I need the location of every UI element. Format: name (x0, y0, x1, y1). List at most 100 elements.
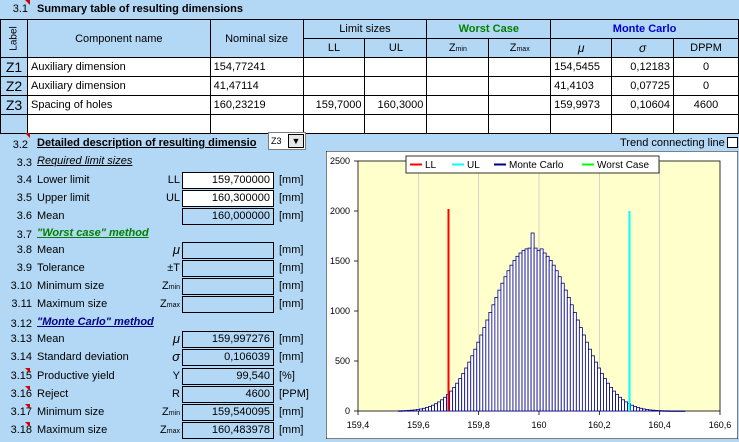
dppm-header: DPPM (673, 38, 739, 58)
yield-value: 99,540 (182, 368, 274, 385)
limit-sizes-header: Limit sizes (302, 19, 428, 39)
ll-cell[interactable] (302, 76, 366, 96)
histogram-bar (449, 390, 454, 412)
wc-mean-value (182, 242, 274, 259)
zmax-cell[interactable] (488, 76, 552, 96)
comment-marker-icon (25, 0, 30, 5)
histogram-bar (569, 304, 574, 412)
histogram-bar (509, 264, 514, 412)
zmin-cell[interactable] (426, 76, 490, 96)
zmin-cell[interactable] (426, 95, 490, 115)
histogram-bar (609, 386, 613, 412)
monte-carlo-header: Monte Carlo (550, 19, 739, 39)
histogram-bar (515, 255, 520, 412)
chevron-down-icon[interactable]: ▼ (288, 134, 304, 148)
sigma-cell[interactable]: 0,10604 (611, 95, 675, 115)
legend-label: Monte Carlo (509, 160, 564, 171)
sigma-cell[interactable]: 0,12183 (611, 57, 675, 77)
histogram-bar (410, 409, 414, 412)
histogram-bar (464, 367, 469, 412)
detail-row-lower-limit: 3.4 Lower limit LL 159,700000 [mm] (0, 172, 320, 190)
dimension-select[interactable]: Z3 ▼ (268, 132, 306, 150)
mu-cell[interactable]: 154,5455 (550, 57, 613, 77)
histogram-bar (470, 355, 475, 412)
component-name-cell[interactable]: Spacing of holes (26, 95, 211, 115)
histogram-bar (575, 319, 580, 412)
histogram-bar (639, 407, 644, 412)
x-tick-label: 159,4 (347, 420, 370, 430)
histogram-bar (554, 270, 559, 412)
histogram-bar (536, 250, 541, 412)
component-header: Component name (26, 19, 211, 58)
zmax-cell[interactable] (488, 95, 552, 115)
detail-title: Detailed description of resulting dimens… (37, 137, 257, 149)
legend-label: Worst Case (597, 160, 649, 171)
ul-cell[interactable] (364, 57, 428, 77)
histogram-bar (479, 334, 484, 412)
histogram-bar (422, 407, 426, 412)
monte-carlo-heading: "Monte Carlo" method (37, 316, 154, 328)
summary-header: 3.1 Summary table of resulting dimension… (0, 0, 739, 19)
histogram-bar (551, 264, 556, 412)
distribution-chart: 159,4 159,6 159,8 160 160,2 160,4 160,6 0 500 100… (326, 151, 738, 439)
component-name-cell[interactable]: Auxiliary dimension (26, 57, 211, 77)
x-tick-label: 159,8 (467, 420, 490, 430)
y-tick-label: 0 (345, 406, 350, 416)
histogram-bar (615, 393, 619, 412)
mean-value: 160,000000 (182, 208, 274, 225)
histogram-bar (497, 289, 502, 412)
ul-cell[interactable]: 160,3000 (364, 95, 428, 115)
histogram-bar (572, 311, 577, 412)
ul-cell[interactable] (364, 76, 428, 96)
histogram-bar (500, 282, 505, 412)
summary-table: Label Component name Nominal size Limit … (0, 19, 739, 134)
worst-case-header: Worst Case (426, 19, 552, 39)
dppm-cell[interactable]: 0 (673, 57, 739, 77)
histogram-bar (434, 403, 438, 412)
trend-line-checkbox[interactable] (727, 137, 738, 148)
upper-limit-input[interactable]: 160,300000 (182, 190, 274, 207)
comment-marker-icon (25, 368, 30, 373)
sigma-cell[interactable]: 0,07725 (611, 76, 675, 96)
zmin-cell[interactable] (426, 57, 490, 77)
zmax-cell[interactable] (488, 57, 552, 77)
tolerance-value (182, 260, 274, 277)
histogram-bar (669, 410, 674, 412)
histogram-bar (654, 409, 659, 412)
comment-marker-icon (25, 133, 30, 138)
histogram-bar (560, 282, 565, 412)
ll-cell[interactable]: 159,7000 (302, 95, 366, 115)
wc-max-value (182, 296, 274, 313)
nominal-cell[interactable]: 160,23219 (209, 95, 304, 115)
detail-row-wc-max: 3.11 Maximum size Zmax [mm] (0, 296, 320, 314)
row-label: Z3 (0, 95, 28, 115)
nominal-cell[interactable]: 154,77241 (209, 57, 304, 77)
ll-cell[interactable] (302, 57, 366, 77)
histogram-bar (657, 410, 662, 412)
histogram-bar (482, 327, 487, 412)
nominal-cell[interactable]: 41,47114 (209, 76, 304, 96)
mu-cell[interactable]: 41,4103 (550, 76, 613, 96)
dppm-cell[interactable]: 4600 (673, 95, 739, 115)
dppm-cell[interactable]: 0 (673, 76, 739, 96)
row-label: Z2 (0, 76, 28, 96)
histogram-bar (400, 410, 405, 412)
mu-header: μ (550, 38, 613, 58)
histogram-bar (557, 276, 562, 412)
component-name-cell[interactable]: Auxiliary dimension (26, 76, 211, 96)
histogram-bar (416, 409, 420, 412)
row-label: Z1 (0, 57, 28, 77)
histogram-bar (548, 260, 553, 412)
label-header: Label (0, 19, 28, 58)
lower-limit-input[interactable]: 159,700000 (182, 172, 274, 189)
histogram-bar (467, 361, 472, 412)
section-number: 3.3 (16, 157, 32, 169)
histogram-bar (678, 410, 683, 412)
zmin-header: Zmin (426, 38, 490, 58)
y-tick-label: 2500 (330, 156, 350, 166)
mu-cell[interactable]: 159,9973 (550, 95, 613, 115)
mc-min-value: 159,540095 (182, 404, 274, 421)
x-tick-label: 160,2 (588, 420, 611, 430)
histogram-bar (476, 341, 481, 412)
